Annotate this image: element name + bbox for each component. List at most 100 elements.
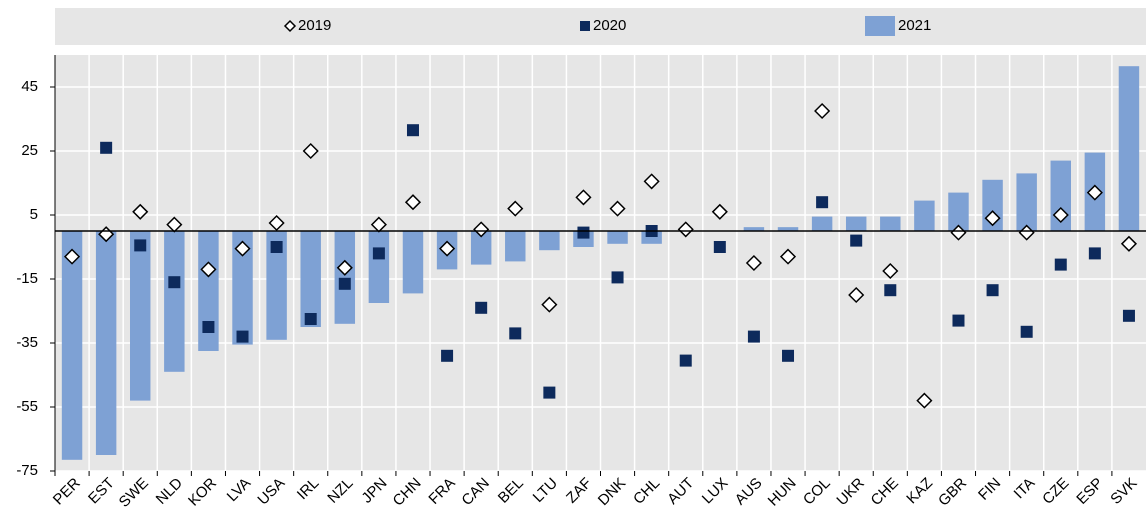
x-tick-label: NLD bbox=[153, 475, 186, 508]
bar bbox=[539, 231, 560, 251]
x-tick-label: DNK bbox=[595, 475, 629, 509]
x-tick-label: COL bbox=[800, 475, 834, 509]
y-tick-label: -75 bbox=[16, 462, 38, 479]
square-marker bbox=[747, 330, 760, 343]
square-marker bbox=[884, 284, 897, 297]
diamond-marker bbox=[779, 248, 797, 265]
x-tick-label: SVK bbox=[1107, 475, 1140, 508]
x-tick-label: SWE bbox=[116, 475, 152, 511]
square-marker bbox=[509, 327, 522, 340]
diamond-marker bbox=[848, 286, 865, 304]
bar bbox=[95, 231, 117, 455]
x-tick-label: CHE bbox=[868, 475, 902, 509]
x-tick-label: PER bbox=[50, 474, 84, 508]
bar bbox=[845, 216, 867, 231]
square-marker bbox=[202, 321, 215, 333]
x-tick-label: AUS bbox=[732, 475, 766, 509]
diamond-marker bbox=[643, 173, 660, 190]
x-tick-label: ITA bbox=[1011, 475, 1039, 503]
y-tick-label: -15 bbox=[16, 270, 38, 287]
x-tick-label: UKR bbox=[833, 474, 868, 509]
diamond-marker bbox=[302, 142, 319, 160]
x-tick-label: JPN bbox=[358, 475, 390, 507]
diamond-marker bbox=[882, 262, 899, 280]
diamond-marker bbox=[234, 240, 251, 257]
diamond-marker bbox=[745, 254, 762, 272]
y-tick-label: 5 bbox=[30, 206, 38, 223]
diamond-marker bbox=[1052, 206, 1069, 224]
bar bbox=[300, 231, 321, 327]
bar bbox=[607, 231, 628, 244]
diamond-marker bbox=[473, 221, 490, 238]
square-marker bbox=[1054, 258, 1067, 271]
x-tick-label: KOR bbox=[185, 475, 220, 510]
x-tick-label: AUT bbox=[664, 475, 697, 508]
x-tick-label: CHN bbox=[390, 475, 425, 510]
bar bbox=[1118, 66, 1140, 231]
legend-label: 2020 bbox=[593, 17, 626, 34]
square-marker bbox=[577, 226, 590, 239]
legend-swatch bbox=[865, 16, 895, 36]
square-marker bbox=[270, 241, 283, 253]
square-marker bbox=[1122, 309, 1135, 322]
x-tick-label: GBR bbox=[935, 475, 970, 510]
x-tick-label: ZAF bbox=[563, 475, 595, 507]
bar bbox=[743, 227, 765, 231]
bar bbox=[1016, 173, 1037, 231]
diamond-marker bbox=[63, 248, 81, 265]
legend-swatch bbox=[283, 19, 297, 33]
square-marker bbox=[850, 234, 863, 247]
legend-label: 2021 bbox=[898, 17, 931, 34]
diamond-marker bbox=[575, 189, 592, 206]
diamond-marker bbox=[132, 203, 149, 220]
bar bbox=[164, 231, 185, 372]
diamond-marker bbox=[609, 200, 626, 217]
diamond-marker bbox=[984, 210, 1001, 227]
square-marker bbox=[406, 124, 419, 137]
bar bbox=[880, 216, 901, 231]
y-tick-label: 45 bbox=[21, 78, 38, 95]
square-marker bbox=[100, 141, 113, 154]
legend-swatch bbox=[580, 21, 590, 31]
diamond-marker bbox=[814, 102, 831, 120]
square-marker bbox=[1020, 325, 1033, 338]
diamond-marker bbox=[1086, 184, 1103, 201]
x-tick-label: LVA bbox=[224, 475, 255, 506]
x-tick-label: KAZ bbox=[903, 475, 936, 508]
bar bbox=[948, 192, 969, 231]
bar bbox=[130, 231, 151, 401]
bar bbox=[402, 231, 424, 294]
diamond-marker bbox=[268, 214, 285, 232]
square-marker bbox=[782, 349, 795, 362]
diamond-marker bbox=[200, 261, 217, 278]
bar bbox=[914, 200, 935, 231]
x-tick-label: ESP bbox=[1073, 475, 1106, 508]
y-tick-label: 25 bbox=[21, 142, 38, 159]
x-tick-label: FIN bbox=[975, 475, 1004, 504]
square-marker bbox=[986, 284, 999, 297]
legend-box bbox=[55, 8, 1146, 45]
x-tick-label: BEL bbox=[495, 475, 527, 507]
x-tick-label: LTU bbox=[530, 475, 561, 506]
diamond-marker bbox=[336, 259, 353, 276]
bar bbox=[334, 231, 356, 324]
bar bbox=[470, 231, 492, 265]
diamond-marker bbox=[677, 221, 694, 238]
diamond-marker bbox=[507, 200, 524, 217]
x-tick-label: CHL bbox=[630, 475, 663, 508]
x-tick-label: NZL bbox=[324, 475, 356, 507]
bar bbox=[368, 231, 390, 303]
square-marker bbox=[304, 313, 317, 325]
square-marker bbox=[134, 239, 147, 252]
x-tick-label: IRL bbox=[294, 475, 323, 504]
diamond-marker bbox=[541, 296, 558, 313]
y-tick-label: -55 bbox=[16, 398, 38, 415]
square-marker bbox=[1088, 247, 1101, 260]
x-tick-label: USA bbox=[254, 475, 288, 509]
square-marker bbox=[713, 241, 726, 253]
x-tick-label: CAN bbox=[458, 475, 492, 509]
diamond-marker bbox=[1120, 235, 1138, 252]
bar bbox=[61, 231, 83, 460]
square-marker bbox=[679, 354, 692, 367]
